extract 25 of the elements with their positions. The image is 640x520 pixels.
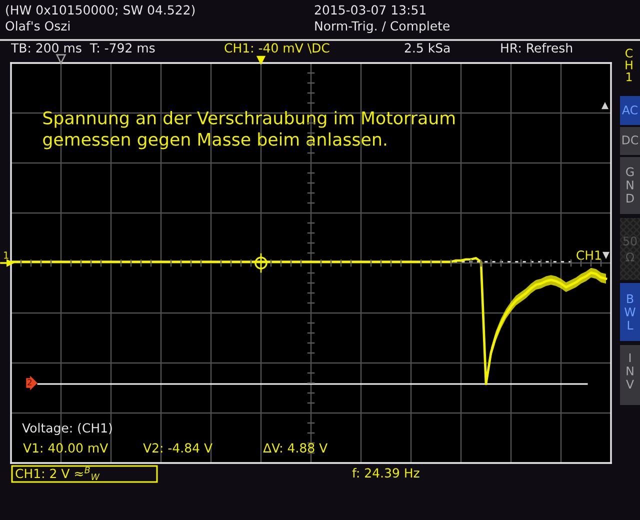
text: 2.5 kSa (404, 42, 450, 53)
text: 50 Ω (623, 236, 637, 262)
text: Voltage: (CH1) (22, 422, 112, 436)
text: I N V (626, 353, 634, 388)
text: V1: 40.00 mV (23, 443, 108, 453)
text: Olaf's Oszi (6, 20, 70, 31)
chart-title: Spannung an der Verschraubung im Motorraum gemessen gegen Masse beim anlassen. (43, 111, 455, 150)
text: AC (622, 105, 638, 114)
text: TB: 200 ms T: -792 ms (10, 43, 155, 53)
annotation: 2 (28, 379, 32, 386)
text: (HW 0x10150000; SW 04.522) (6, 4, 195, 16)
text: CH1: -40 mV \DC (224, 43, 330, 54)
ref-line-label: CH1 (576, 250, 601, 260)
text: C H 1 (626, 48, 632, 82)
text: ΔV: 4.88 V (263, 443, 328, 453)
text: CH1: 2 V ≈$^{B}$$_{W}$ (16, 466, 100, 480)
text: HR: Refresh (501, 42, 572, 53)
text: f: 24.39 Hz (352, 468, 420, 478)
text: G N D (626, 167, 634, 202)
text: B W L (624, 294, 636, 330)
text: V2: -4.84 V (143, 443, 212, 453)
text: 1 (4, 252, 8, 259)
text: DC (622, 135, 638, 144)
text: 2015-03-07 13:51 (314, 5, 426, 15)
text: Norm-Trig. / Complete (315, 20, 450, 34)
